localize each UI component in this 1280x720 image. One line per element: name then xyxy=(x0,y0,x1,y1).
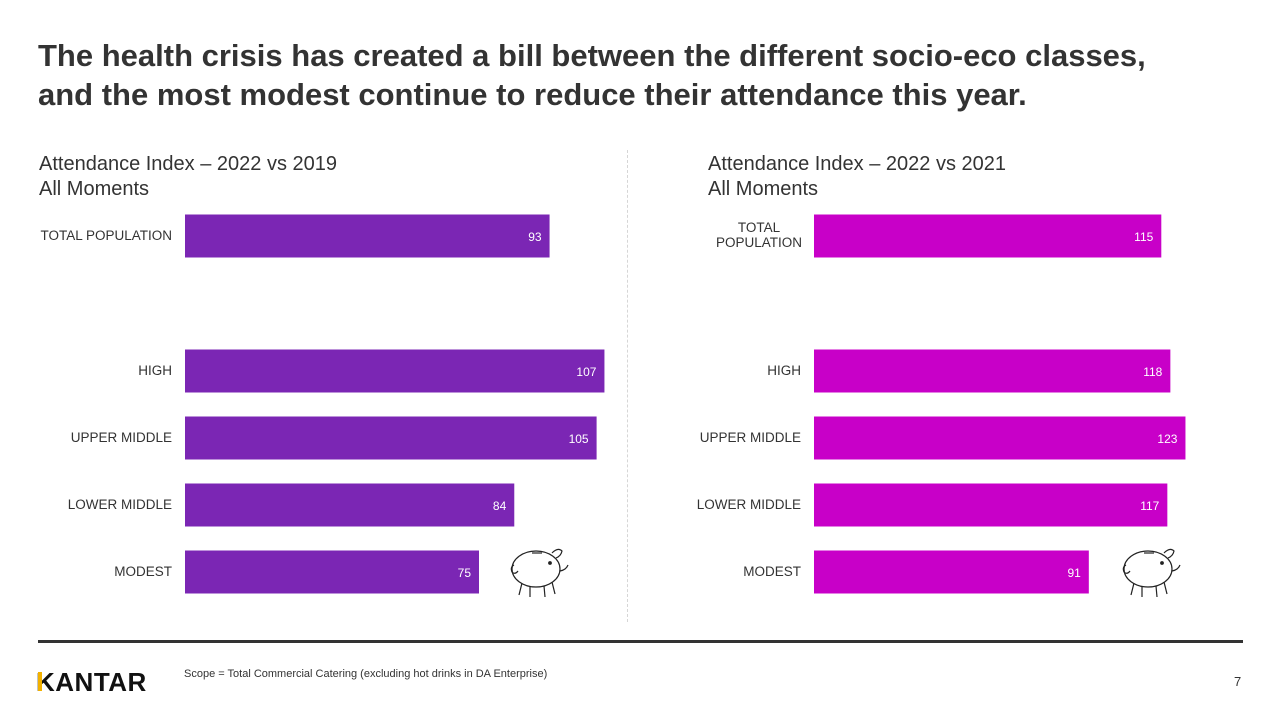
bar-right-lower-middle xyxy=(814,483,1168,527)
scope-footnote: Scope = Total Commercial Catering (exclu… xyxy=(184,668,548,680)
bar-value-label: 93 xyxy=(528,230,542,244)
footer-divider xyxy=(38,640,1243,643)
chart-left-title-text: Attendance Index – 2022 vs 2019 xyxy=(39,153,338,175)
bar-value-label: 91 xyxy=(1067,566,1081,580)
bar-left-upper-middle xyxy=(185,416,597,460)
bar-value-label: 84 xyxy=(493,499,507,513)
bar-right-high xyxy=(814,349,1171,393)
category-label: TOTAL POPULATION xyxy=(40,228,172,243)
bar-left-high xyxy=(185,349,605,393)
chart-left-title: Attendance Index – 2022 vs 2019 All Mome… xyxy=(39,152,337,202)
bar-value-label: 115 xyxy=(1134,230,1153,244)
bar-value-label: 123 xyxy=(1157,432,1177,446)
category-label: UPPER MIDDLE xyxy=(71,430,172,445)
kantar-logo-accent xyxy=(38,672,42,691)
kantar-logo: KANTAR xyxy=(36,667,147,697)
category-label: MODEST xyxy=(743,564,801,579)
chart-right-title: Attendance Index – 2022 vs 2021 All Mome… xyxy=(708,152,1006,202)
headline: The health crisis has created a bill bet… xyxy=(38,36,1238,114)
category-label: TOTAL POPULATION xyxy=(716,220,802,250)
category-label: LOWER MIDDLE xyxy=(68,497,172,512)
headline-line-1: The health crisis has created a bill bet… xyxy=(38,38,1146,73)
bar-right-modest xyxy=(814,550,1089,594)
bar-value-label: 117 xyxy=(1140,499,1159,513)
bar-value-label: 118 xyxy=(1143,365,1162,379)
chart-right-subtitle: All Moments xyxy=(708,178,819,200)
bar-left-total-population xyxy=(185,214,550,258)
category-label: HIGH xyxy=(138,363,172,378)
bar-right-total-population xyxy=(814,214,1162,258)
bar-left-lower-middle xyxy=(185,483,515,527)
chart-divider xyxy=(627,150,628,622)
piggy-bank-icon xyxy=(510,548,569,598)
category-label: MODEST xyxy=(114,564,172,579)
bar-value-label: 75 xyxy=(458,566,472,580)
bar-value-label: 107 xyxy=(576,365,596,379)
bar-left-modest xyxy=(185,550,479,594)
chart-right-title-text: Attendance Index – 2022 vs 2021 xyxy=(708,153,1007,175)
category-label: LOWER MIDDLE xyxy=(697,497,801,512)
bar-value-label: 105 xyxy=(569,432,589,446)
piggy-bank-icon xyxy=(1122,548,1181,598)
page-number: 7 xyxy=(1234,674,1242,689)
headline-line-2: and the most modest continue to reduce t… xyxy=(38,77,1027,112)
category-label: UPPER MIDDLE xyxy=(700,430,801,445)
category-label: HIGH xyxy=(767,363,801,378)
bar-right-upper-middle xyxy=(814,416,1186,460)
chart-left-subtitle: All Moments xyxy=(39,178,150,200)
